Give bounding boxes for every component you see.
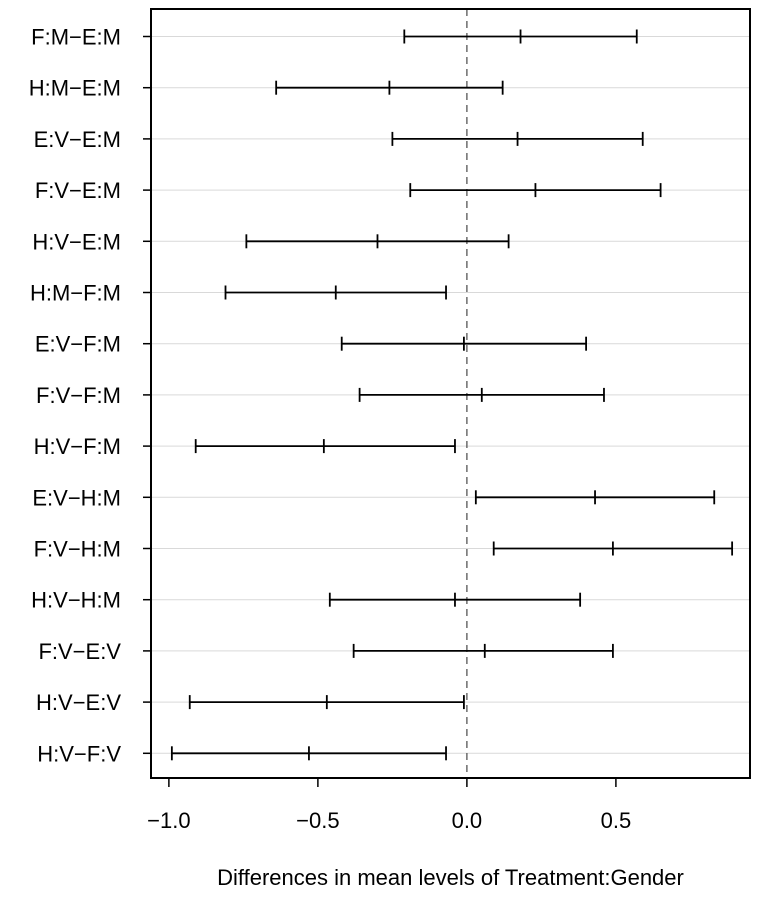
x-tick-label: 0.5: [601, 808, 632, 833]
y-tick-label: E:V−F:M: [35, 332, 121, 357]
y-tick-label: E:V−H:M: [32, 485, 121, 510]
y-tick-label: H:V−F:M: [34, 434, 121, 459]
y-tick-label: H:M−F:M: [30, 281, 121, 306]
y-tick-label: F:M−E:M: [31, 25, 121, 50]
x-axis: −1.0 −0.5 0.0 0.5: [147, 778, 631, 833]
y-tick-label: H:V−F:V: [37, 741, 121, 766]
y-tick-label: F:V−H:M: [34, 537, 121, 562]
y-axis: F:M−E:M H:M−E:M E:V−E:M F:V−E:M H:V−E:M H:M−F…: [29, 25, 151, 766]
y-tick-label: F:V−E:M: [35, 178, 121, 203]
y-tick-label: F:V−E:V: [38, 639, 121, 664]
y-tick-label: H:V−H:M: [31, 588, 121, 613]
x-tick-label: −0.5: [296, 808, 339, 833]
x-tick-label: 0.0: [452, 808, 483, 833]
y-tick-label: H:M−E:M: [29, 76, 121, 101]
y-tick-label: E:V−E:M: [34, 127, 121, 152]
intervals: [170, 29, 734, 761]
y-tick-label: H:V−E:V: [36, 690, 121, 715]
y-tick-label: H:V−E:M: [32, 229, 121, 254]
plot-frame: [150, 8, 751, 779]
x-axis-title: Differences in mean levels of Treatment:…: [217, 865, 684, 890]
x-tick-label: −1.0: [147, 808, 190, 833]
y-tick-label: F:V−F:M: [36, 383, 121, 408]
